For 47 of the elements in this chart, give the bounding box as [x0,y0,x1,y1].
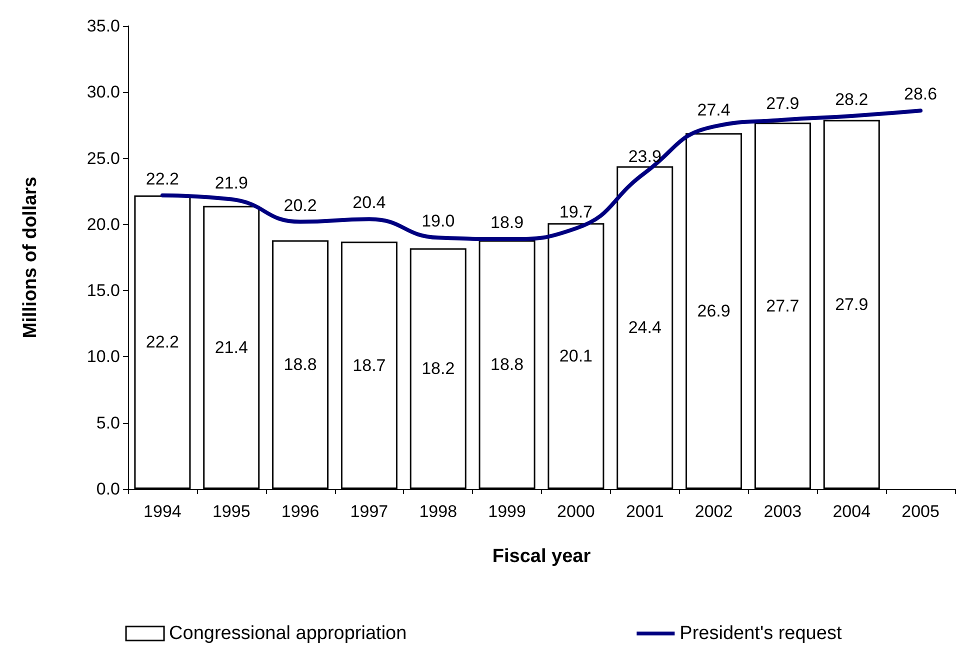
data-label: 20.1 [559,346,593,366]
y-tick-label: 35.0 [86,16,120,36]
x-tick-label: 1998 [419,502,458,521]
data-label: 27.7 [766,296,800,316]
legend-label: President's request [680,623,842,644]
data-label: 27.4 [697,100,730,120]
data-label: 18.8 [284,355,317,374]
data-label: 27.9 [766,94,800,113]
data-label: 24.4 [628,318,662,338]
y-axis-title: Millions of dollars [20,176,41,338]
legend-label: Congressional appropriation [169,623,407,644]
data-label: 19.0 [422,212,455,231]
x-tick-label: 1994 [144,502,182,521]
x-axis-title: Fiscal year [492,546,592,567]
data-label: 28.6 [904,84,938,104]
x-tick-label: 2001 [626,502,664,521]
y-tick-label: 20.0 [86,214,120,234]
data-label: 18.9 [490,212,524,232]
data-label: 18.7 [352,356,386,375]
data-label: 22.2 [146,169,180,188]
data-label: 27.9 [835,294,868,314]
x-tick-label: 1997 [350,502,388,521]
data-label: 18.2 [422,359,455,378]
data-label: 21.4 [214,338,248,357]
x-tick-label: 2004 [832,502,871,521]
y-tick-label: 30.0 [86,82,120,102]
y-tick-label: 5.0 [96,413,120,432]
y-tick-label: 25.0 [86,148,120,168]
y-tick-label: 0.0 [96,480,120,498]
data-label: 26.9 [697,302,730,321]
x-tick-label: 2005 [902,502,940,521]
y-tick-label: 15.0 [86,281,120,300]
data-label: 18.8 [490,355,524,374]
x-tick-label: 2002 [694,502,733,521]
data-label: 20.4 [352,193,386,212]
x-tick-label: 1999 [488,502,526,521]
x-tick-label: 2003 [764,502,802,521]
data-label: 22.2 [146,332,180,352]
data-label: 23.9 [628,146,662,166]
x-tick-label: 1996 [281,502,320,521]
data-label: 20.2 [284,196,317,215]
x-tick-label: 2000 [557,502,595,521]
data-label: 21.9 [214,173,248,192]
data-label: 19.7 [559,202,593,222]
data-label: 28.2 [835,90,868,109]
x-tick-label: 1995 [212,502,250,521]
y-tick-label: 10.0 [86,347,120,366]
